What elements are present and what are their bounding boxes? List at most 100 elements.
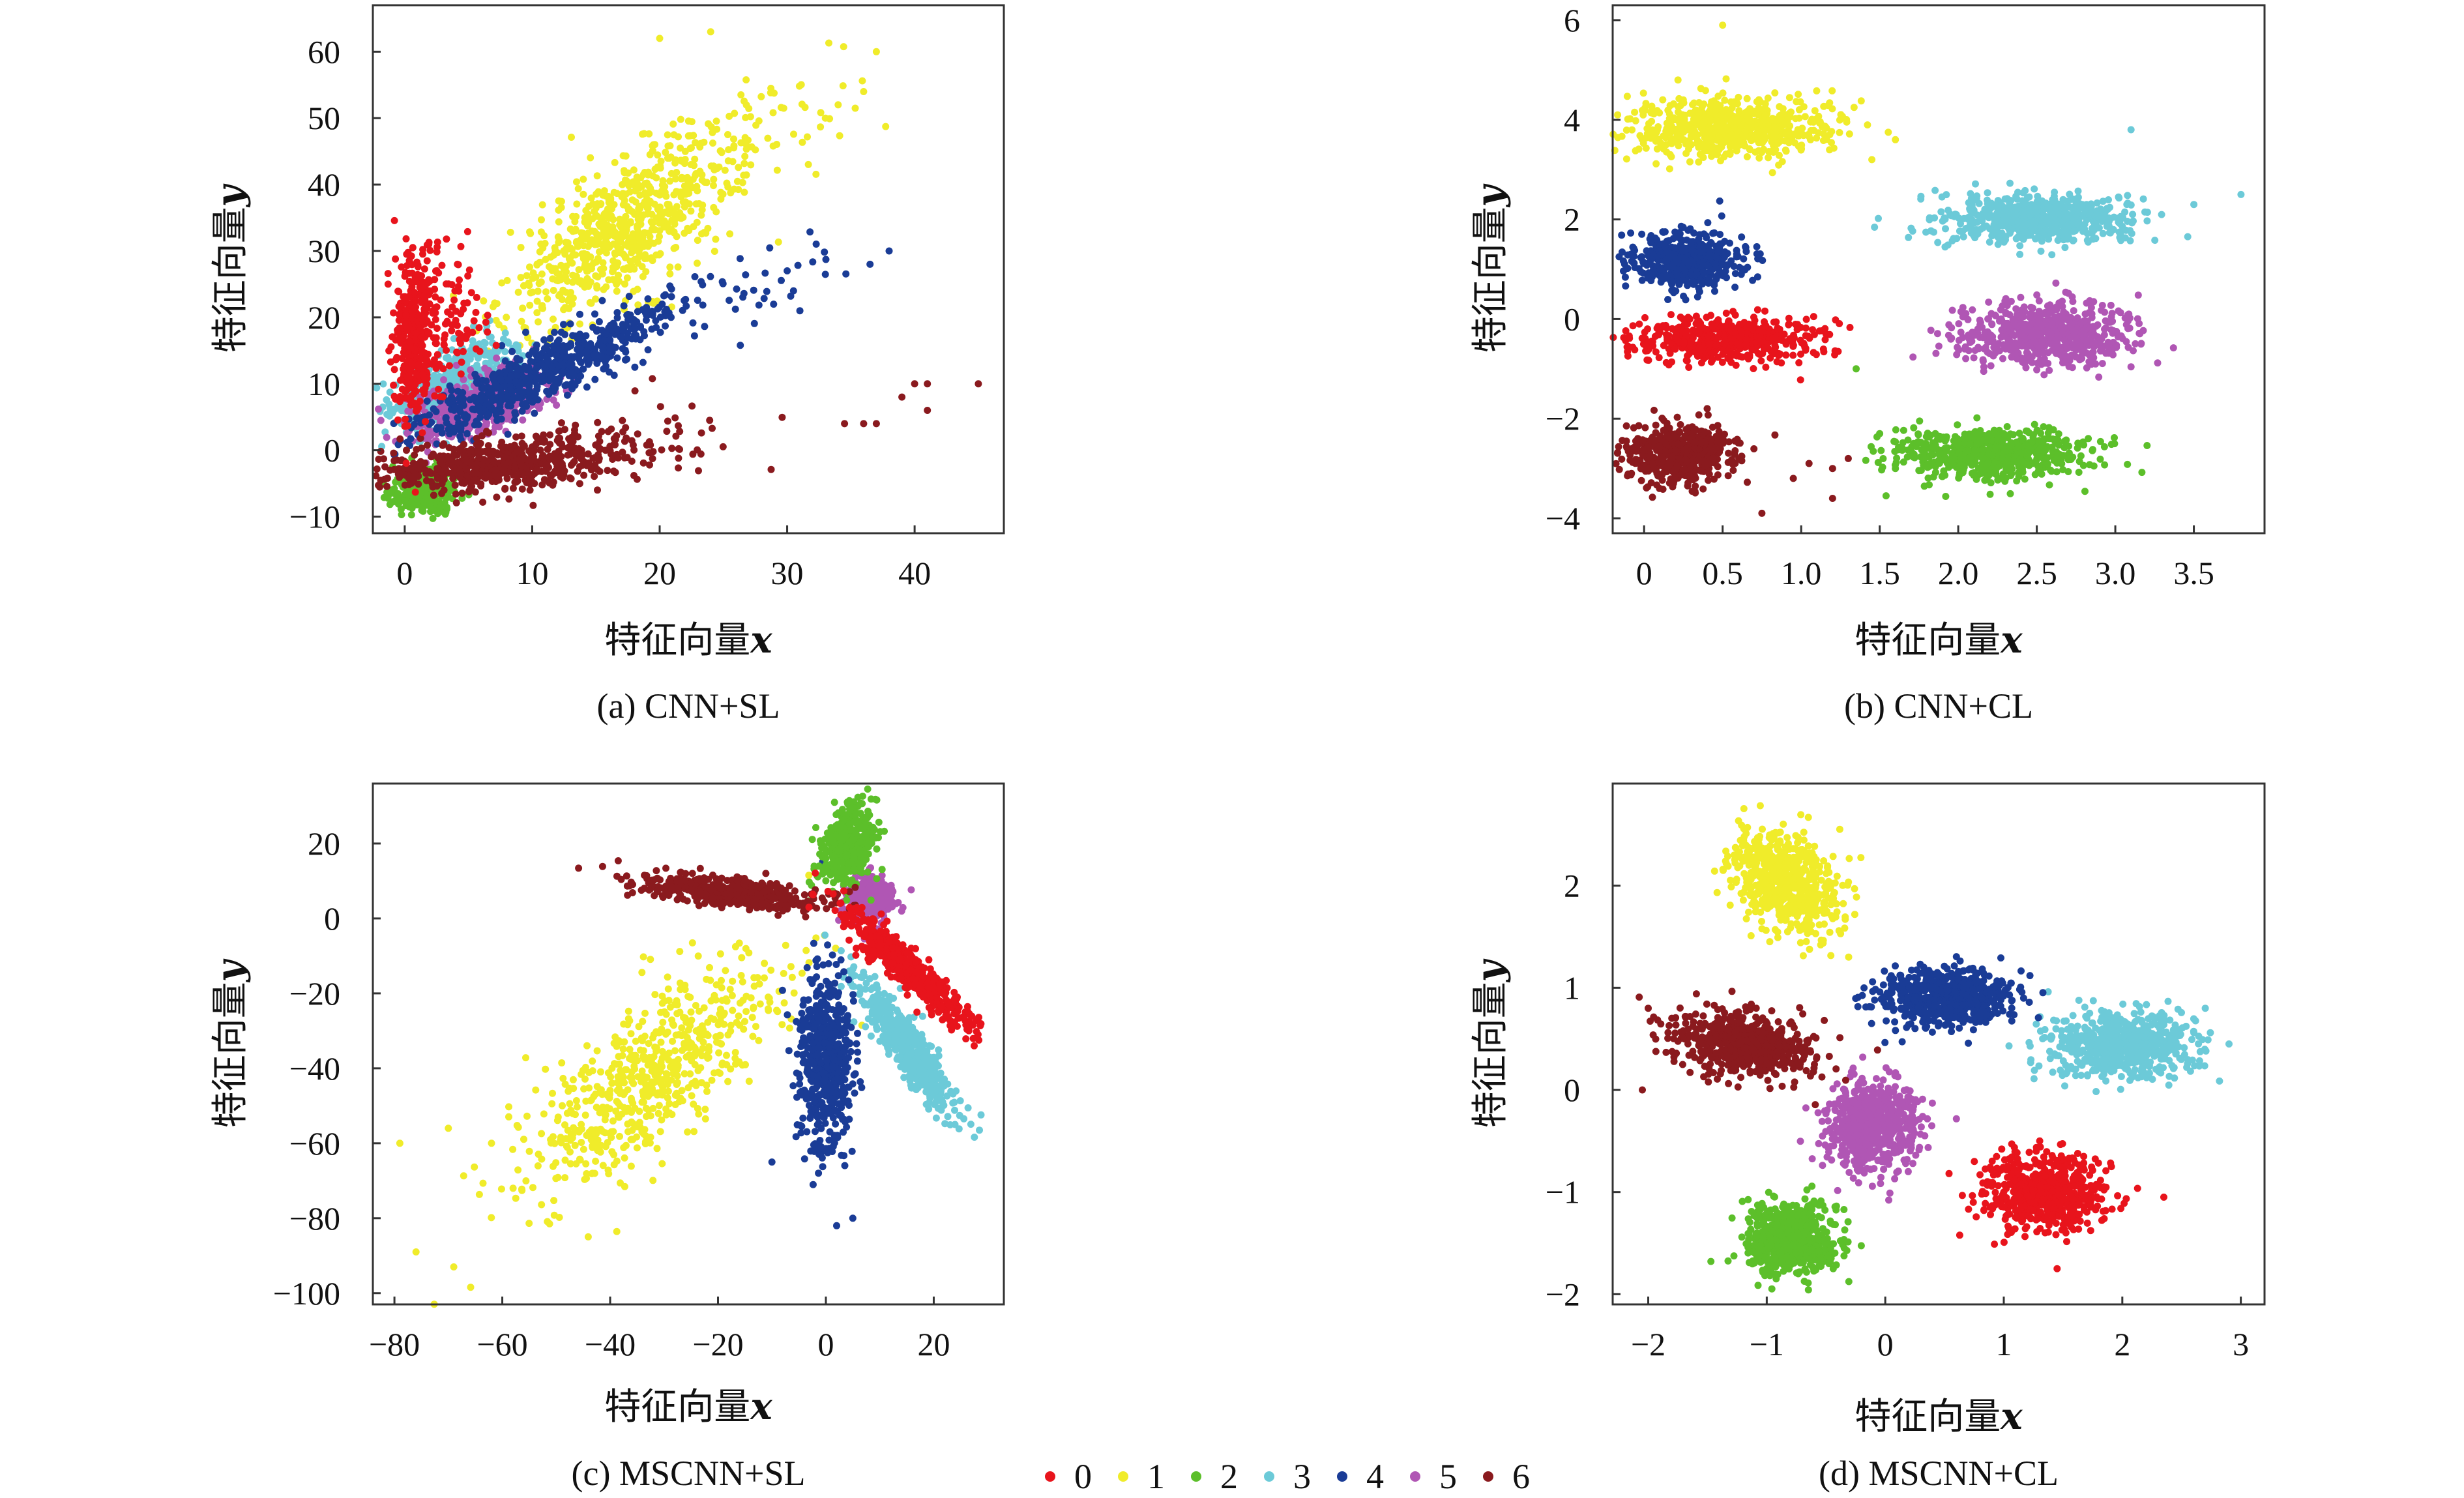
scatter-point — [402, 318, 409, 326]
scatter-point — [1718, 143, 1725, 151]
scatter-point — [593, 326, 601, 334]
scatter-point — [396, 393, 404, 400]
scatter-point — [593, 230, 600, 238]
scatter-point — [650, 239, 658, 247]
scatter-point — [458, 490, 466, 497]
scatter-point — [770, 301, 778, 308]
scatter-point — [817, 123, 825, 131]
scatter-point — [622, 348, 630, 356]
scatter-point — [671, 414, 679, 422]
scatter-point — [619, 428, 627, 435]
scatter-point — [1909, 228, 1916, 235]
scatter-point — [519, 416, 527, 424]
scatter-point — [550, 287, 557, 294]
scatter-point — [407, 435, 415, 443]
scatter-point — [534, 353, 542, 360]
scatter-point — [666, 177, 674, 185]
scatter-point — [2006, 179, 2014, 187]
scatter-point — [774, 238, 782, 246]
scatter-point — [872, 420, 880, 428]
scatter-point — [492, 411, 500, 419]
scatter-point — [407, 511, 415, 519]
scatter-point — [707, 272, 714, 280]
scatter-point — [559, 296, 566, 303]
scatter-point — [2143, 209, 2151, 216]
scatter-point — [534, 287, 542, 295]
scatter-point — [622, 176, 629, 184]
scatter-point — [784, 267, 791, 274]
scatter-point — [613, 280, 621, 288]
scatter-point — [576, 241, 584, 248]
scatter-point — [523, 272, 531, 280]
scatter-point — [690, 332, 698, 340]
scatter-point — [522, 329, 529, 336]
scatter-point — [517, 274, 525, 282]
scatter-point — [649, 172, 657, 180]
scatter-point — [1943, 191, 1950, 199]
scatter-point — [735, 186, 742, 194]
scatter-point — [442, 415, 450, 422]
scatter-point — [634, 301, 642, 309]
scatter-point — [1700, 143, 1708, 151]
scatter-point — [451, 481, 459, 489]
scatter-point — [538, 302, 546, 310]
scatter-point — [1760, 116, 1768, 124]
scatter-point — [767, 85, 775, 92]
scatter-point — [644, 295, 652, 302]
panel-a-caption: (a) CNN+SL — [597, 686, 780, 726]
scatter-point — [1648, 117, 1656, 125]
scatter-point — [2061, 203, 2069, 211]
scatter-point — [573, 178, 580, 186]
scatter-point — [724, 131, 731, 138]
scatter-point — [421, 502, 429, 509]
scatter-point — [409, 466, 417, 474]
scatter-point — [1631, 108, 1639, 116]
scatter-point — [622, 213, 630, 220]
scatter-point — [764, 134, 772, 142]
scatter-point — [695, 200, 703, 207]
scatter-point — [773, 141, 781, 148]
scatter-point — [630, 166, 638, 174]
scatter-point — [684, 224, 692, 232]
scatter-point — [741, 97, 748, 105]
scatter-point — [694, 237, 701, 244]
scatter-point — [1713, 100, 1721, 108]
scatter-point — [675, 445, 682, 452]
scatter-point — [1657, 141, 1665, 149]
scatter-point — [525, 282, 533, 289]
scatter-point — [795, 82, 803, 90]
scatter-point — [1700, 100, 1708, 108]
scatter-point — [1682, 149, 1690, 157]
scatter-point — [851, 104, 859, 112]
scatter-point — [563, 342, 571, 350]
scatter-point — [2124, 199, 2132, 207]
scatter-point — [447, 311, 455, 319]
scatter-point — [1748, 137, 1755, 145]
scatter-point — [495, 321, 503, 329]
scatter-point — [739, 293, 747, 301]
scatter-point — [2037, 247, 2045, 255]
scatter-point — [572, 213, 580, 220]
scatter-point — [577, 372, 585, 380]
scatter-point — [602, 447, 609, 454]
scatter-point — [533, 465, 541, 473]
scatter-point — [470, 317, 478, 325]
scatter-point — [566, 362, 574, 369]
scatter-point — [494, 383, 502, 390]
scatter-point — [484, 328, 491, 336]
scatter-point — [498, 279, 506, 287]
scatter-point — [804, 133, 811, 141]
scatter-point — [505, 402, 512, 409]
scatter-point — [1807, 118, 1815, 126]
scatter-point — [677, 214, 685, 222]
scatter-point — [1770, 117, 1778, 125]
scatter-point — [554, 277, 562, 285]
scatter-point — [675, 454, 682, 462]
scatter-point — [519, 304, 527, 312]
scatter-point — [1785, 94, 1793, 102]
scatter-point — [1714, 151, 1721, 158]
scatter-point — [649, 375, 656, 383]
scatter-point — [1680, 136, 1688, 143]
scatter-point — [655, 251, 663, 259]
